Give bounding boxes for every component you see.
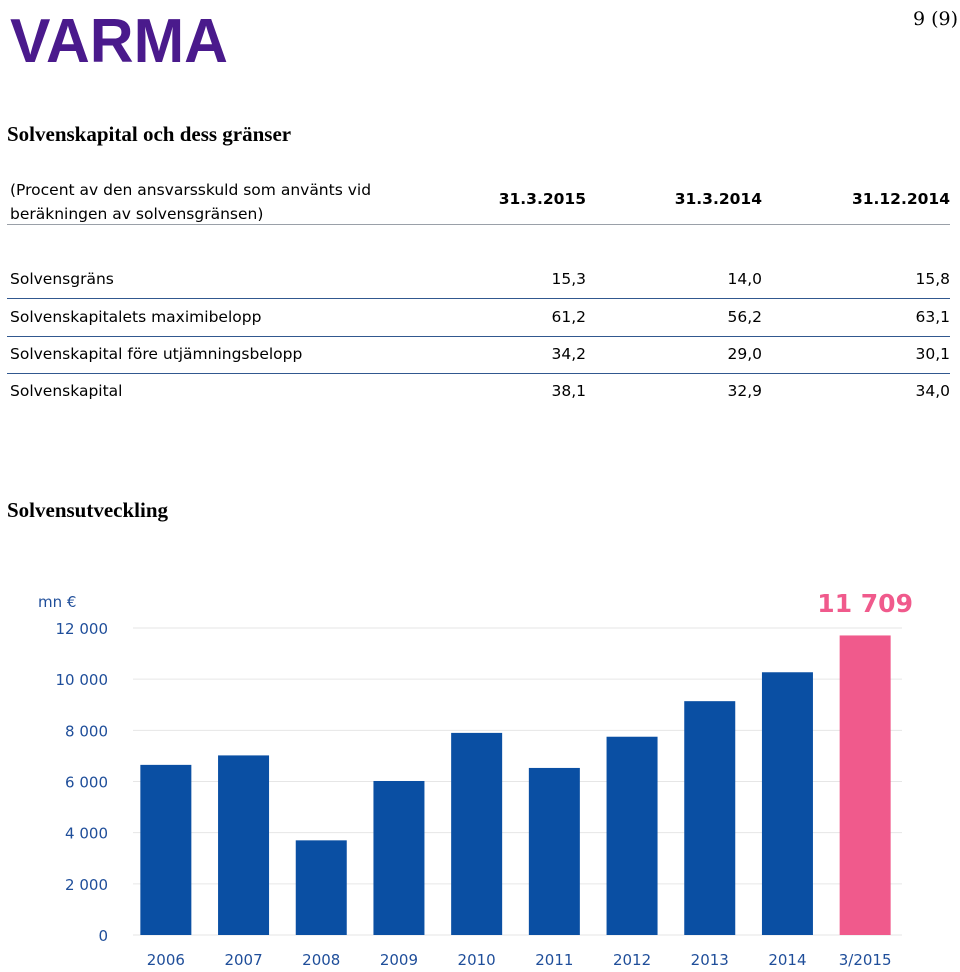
x-tick-label: 2008: [302, 951, 340, 969]
solvency-table: (Procent av den ansvarsskuld som använts…: [7, 178, 950, 400]
cell-value: 14,0: [727, 270, 762, 288]
bar: [839, 635, 891, 935]
logo-text: VARMA: [10, 10, 228, 68]
x-tick-label: 2011: [535, 951, 573, 969]
y-tick-label: 12 000: [56, 620, 109, 638]
cell-value: 32,9: [727, 382, 762, 400]
cell-value: 15,3: [551, 270, 586, 288]
section-title-solvency-development: Solvensutveckling: [7, 498, 169, 522]
y-tick-label: 8 000: [65, 722, 108, 740]
x-tick-label: 2007: [224, 951, 262, 969]
column-header-2014-year-end: 31.12.2014: [851, 190, 950, 208]
table-unit-note: (Procent av den ansvarsskuld som använts…: [10, 178, 380, 226]
row-label: Solvensgräns: [10, 270, 114, 288]
cell-value: 61,2: [551, 308, 586, 326]
bar: [684, 701, 736, 935]
column-header-2014q1: 31.3.2014: [674, 190, 762, 208]
unit-line-1: (Procent av den ansvarsskuld som använts…: [10, 181, 372, 199]
row-label: Solvenskapitalets maximibelopp: [10, 308, 262, 326]
x-tick-label: 3/2015: [839, 951, 892, 969]
table-row: Solvenskapital 38,1 32,9 34,0: [7, 373, 950, 410]
varma-logo: VARMA: [10, 10, 228, 68]
cell-value: 34,2: [551, 345, 586, 363]
y-tick-label: 4 000: [65, 825, 108, 843]
table-row: Solvenskapital före utjämningsbelopp 34,…: [7, 336, 950, 374]
y-unit-label: mn €: [38, 593, 76, 611]
cell-value: 29,0: [727, 345, 762, 363]
x-tick-label: 2012: [613, 951, 651, 969]
cell-value: 30,1: [915, 345, 950, 363]
bar: [528, 767, 580, 935]
bar: [451, 732, 503, 935]
row-label: Solvenskapital före utjämningsbelopp: [10, 345, 303, 363]
y-tick-label: 0: [98, 927, 108, 945]
y-tick-label: 2 000: [65, 876, 108, 894]
bar: [140, 764, 192, 935]
section-title-solvency-capital: Solvenskapital och dess gränser: [7, 122, 292, 146]
bar: [373, 780, 425, 935]
cell-value: 34,0: [915, 382, 950, 400]
unit-line-2: beräkningen av solvensgränsen): [10, 205, 264, 223]
bar: [761, 672, 813, 935]
x-tick-label: 2009: [380, 951, 418, 969]
bar: [295, 840, 347, 935]
solvency-bar-chart: 0 2 000 4 000 6 000 8 000 10 000 12 000 mn € 200…: [38, 589, 913, 969]
cell-value: 38,1: [551, 382, 586, 400]
x-tick-label: 2006: [147, 951, 185, 969]
y-tick-label: 6 000: [65, 774, 108, 792]
cell-value: 63,1: [915, 308, 950, 326]
page-number: 9 (9): [912, 8, 958, 30]
bar: [606, 736, 658, 935]
table-header: (Procent av den ansvarsskuld som använts…: [7, 178, 950, 225]
x-tick-label: 2013: [691, 951, 729, 969]
data-label-highlight: 11 709: [817, 589, 913, 618]
table-row: Solvensgräns 15,3 14,0 15,8: [7, 261, 950, 299]
x-tick-label: 2010: [458, 951, 496, 969]
y-tick-label: 10 000: [56, 671, 109, 689]
row-label: Solvenskapital: [10, 382, 123, 400]
cell-value: 15,8: [915, 270, 950, 288]
table-row: Solvenskapitalets maximibelopp 61,2 56,2…: [7, 299, 950, 337]
x-tick-label: 2014: [768, 951, 806, 969]
column-header-2015q1: 31.3.2015: [498, 190, 586, 208]
bar: [218, 755, 270, 935]
cell-value: 56,2: [727, 308, 762, 326]
